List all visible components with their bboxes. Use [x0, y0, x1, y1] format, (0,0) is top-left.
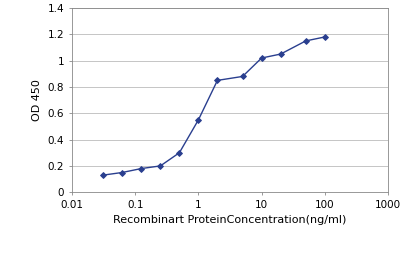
Y-axis label: OD 450: OD 450	[32, 79, 42, 121]
X-axis label: Recombinart ProteinConcentration(ng/ml): Recombinart ProteinConcentration(ng/ml)	[113, 215, 347, 225]
